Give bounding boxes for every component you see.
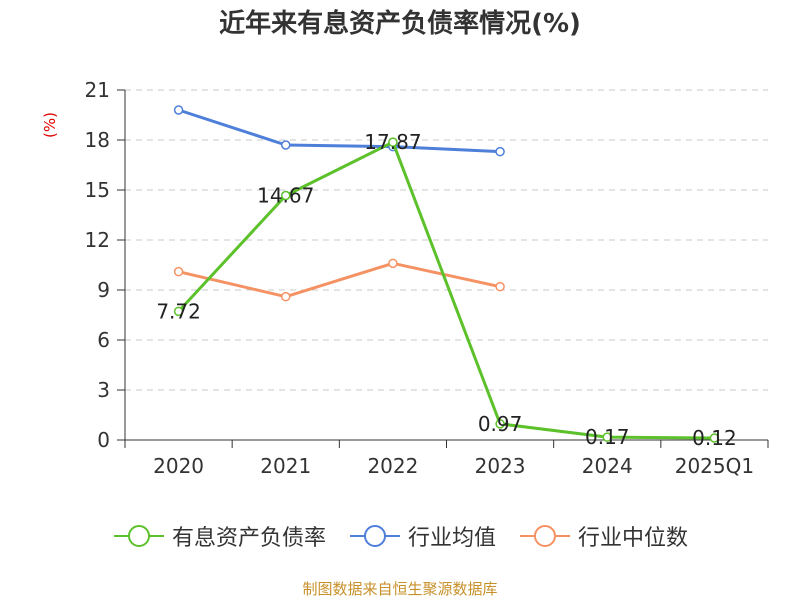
data-label: 7.72	[156, 299, 201, 323]
series-line	[177, 140, 715, 440]
y-tick-label: 18	[85, 128, 110, 152]
axes: 0 3 6 9 12 15 18 21 2020 2021 2022 2023 2024 2025Q1	[85, 78, 769, 478]
data-point	[173, 266, 184, 277]
x-tick-label: 2022	[367, 454, 418, 478]
grid-lines	[125, 89, 768, 391]
x-tick-label: 2021	[260, 454, 311, 478]
data-label: 0.12	[692, 426, 737, 450]
legend-label-industry-mean: 行业均值	[407, 526, 496, 551]
legend-swatch-debt-ratio	[113, 525, 164, 547]
data-point	[602, 432, 612, 442]
data-point	[709, 433, 720, 443]
y-tick-label: 21	[85, 78, 110, 102]
legend-swatch-industry-mean	[349, 525, 400, 547]
data-point	[495, 146, 505, 157]
x-tick-label: 2020	[153, 454, 204, 478]
data-point	[173, 105, 184, 115]
legend-item-industry-mean[interactable]: 行业均值	[348, 520, 496, 552]
y-tick-label: 15	[85, 178, 110, 202]
y-tick-label: 6	[97, 328, 110, 352]
data-label: 17.87	[364, 130, 421, 154]
data-label: 14.67	[257, 184, 314, 208]
data-label: 0.97	[478, 412, 523, 436]
data-point	[173, 306, 184, 317]
y-tick-label: 9	[97, 278, 110, 302]
legend-swatch-industry-median	[520, 525, 570, 547]
data-label: 0.17	[585, 425, 630, 449]
data-point	[495, 419, 505, 429]
y-tick-label: 3	[97, 378, 110, 402]
x-tick-label: 2023	[475, 454, 526, 478]
series-line	[178, 108, 501, 154]
legend-label-industry-median: 行业中位数	[578, 526, 689, 551]
legend-item-debt-ratio[interactable]: 有息资产负债率	[112, 520, 326, 552]
data-point	[281, 291, 291, 302]
data-point	[388, 137, 398, 147]
x-tick-label: 2025Q1	[675, 454, 754, 478]
source-note: 制图数据来自恒生聚源数据库	[302, 580, 498, 598]
data-point	[281, 190, 291, 201]
legend-item-industry-median[interactable]: 行业中位数	[518, 520, 688, 552]
data-labels: 7.72 14.67 17.87 0.97 0.17 0.12	[156, 130, 736, 450]
data-point	[388, 258, 398, 269]
series-lines	[173, 105, 720, 443]
data-point	[281, 140, 291, 150]
data-point	[495, 281, 505, 292]
series-line	[178, 261, 501, 299]
legend: 有息资产负债率 行业均值 行业中位数	[0, 520, 800, 552]
y-tick-label: 12	[85, 228, 110, 252]
chart-title: 近年来有息资产负债率情况(%)	[219, 9, 581, 39]
legend-label-debt-ratio: 有息资产负债率	[171, 526, 326, 551]
y-tick-label: 0	[97, 428, 110, 452]
x-tick-label: 2024	[582, 454, 633, 478]
